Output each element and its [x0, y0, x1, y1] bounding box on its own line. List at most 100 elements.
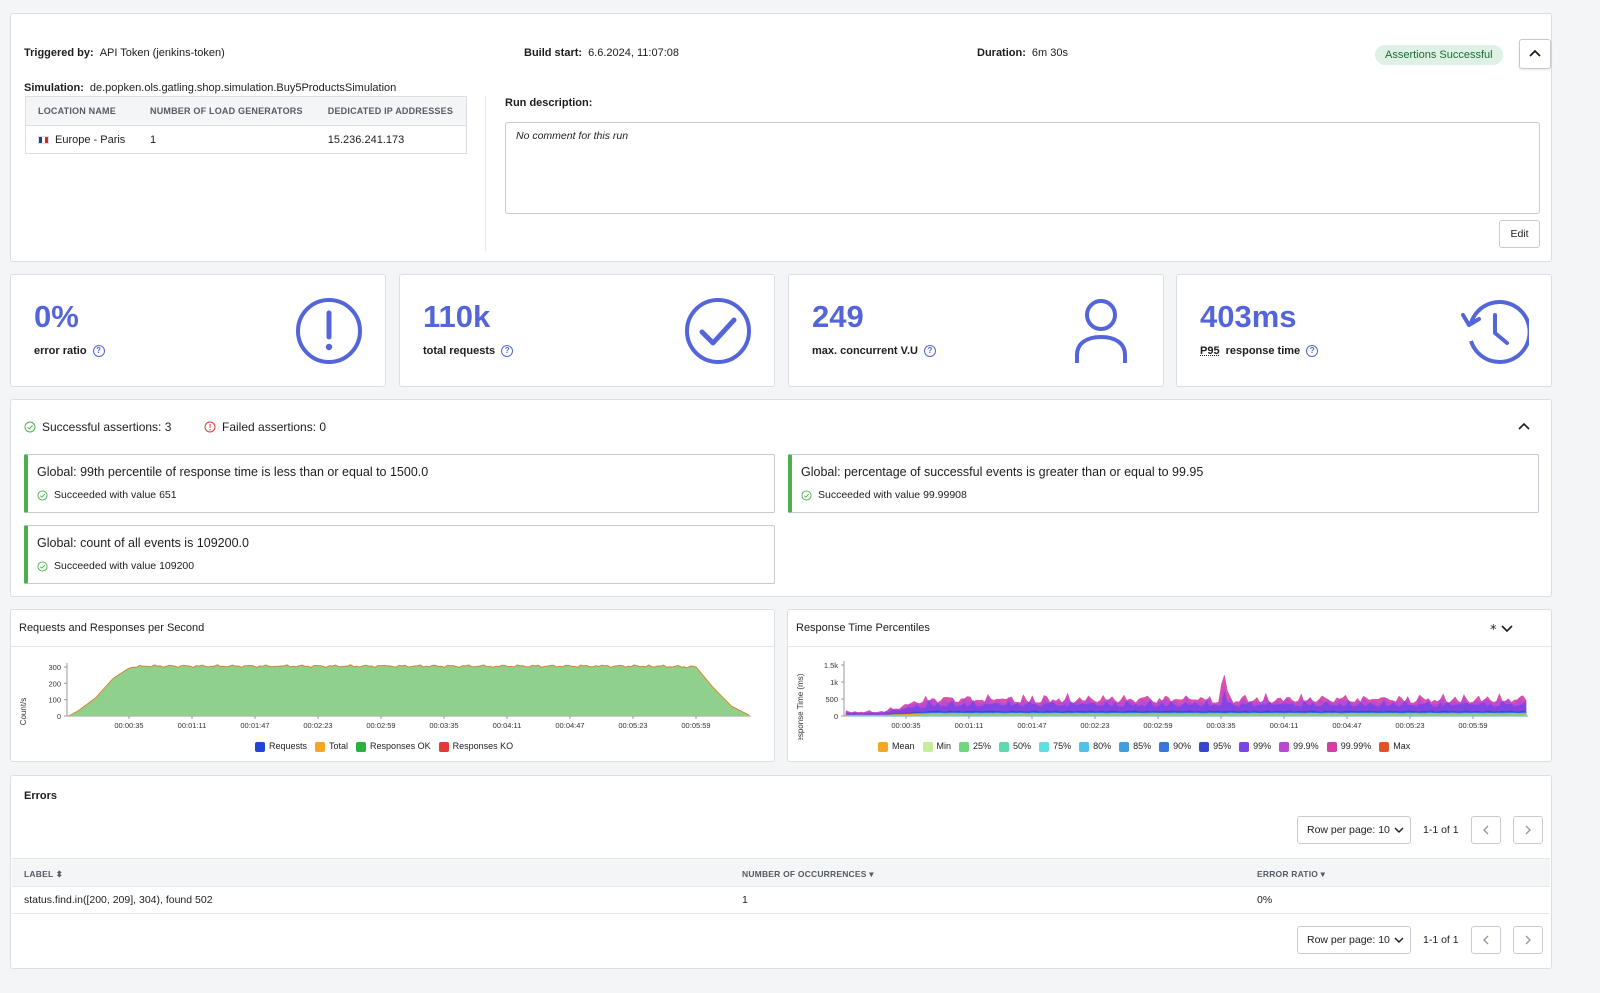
- y-axis-label: Count/s: [19, 698, 28, 726]
- simulation-value: de.popken.ols.gatling.shop.simulation.Bu…: [89, 82, 397, 94]
- x-tick-label: 00:01:47: [240, 721, 269, 730]
- legend-item[interactable]: 25%: [959, 741, 991, 752]
- legend-item[interactable]: Mean: [878, 741, 915, 752]
- error-ratio: 0%: [1257, 894, 1273, 906]
- build-start: Build start: 6.6.2024, 11:07:08: [524, 47, 679, 59]
- next-page-button[interactable]: [1512, 926, 1543, 954]
- triggered-by-value: API Token (jenkins-token): [99, 47, 225, 59]
- legend-item[interactable]: Responses OK: [356, 741, 431, 752]
- legend-item[interactable]: 85%: [1119, 741, 1151, 752]
- check-circle-icon: [37, 489, 48, 501]
- x-tick-label: 00:03:35: [429, 721, 458, 730]
- chart-legend: Mean Min 25% 50% 75% 80% 85% 90% 95% 99% 99.9% 99.9…: [878, 741, 1410, 752]
- help-icon[interactable]: ?: [501, 345, 514, 357]
- col-location-name: LOCATION NAME: [25, 96, 138, 126]
- chart-legend: Requests Total Responses OK Responses KO: [255, 741, 513, 752]
- legend-item[interactable]: 99.9%: [1279, 741, 1319, 752]
- legend-item[interactable]: 95%: [1199, 741, 1231, 752]
- failed-assertions-summary: Failed assertions: 0: [204, 420, 326, 434]
- y-tick-label: 1k: [830, 678, 838, 687]
- help-icon[interactable]: ?: [1306, 345, 1319, 357]
- assertion-item: Global: percentage of successful events …: [788, 454, 1539, 513]
- y-axis-label: Response Time (ms): [796, 673, 805, 740]
- prev-page-button[interactable]: [1470, 926, 1501, 954]
- history-clock-icon: [1461, 300, 1529, 364]
- x-tick-label: 00:01:11: [955, 721, 984, 730]
- edit-button[interactable]: Edit: [1499, 220, 1540, 248]
- chevron-down-icon: [1394, 937, 1404, 943]
- page-range: 1-1 of 1: [1423, 824, 1459, 836]
- legend-item[interactable]: 99%: [1239, 741, 1271, 752]
- x-tick-label: 00:05:23: [1395, 721, 1424, 730]
- duration: Duration: 6m 30s: [977, 47, 1068, 59]
- rows-per-page-select[interactable]: Row per page: 10: [1297, 816, 1411, 844]
- col-label[interactable]: LABEL ⬍: [24, 869, 64, 879]
- col-error-ratio[interactable]: ERROR RATIO ▾: [1257, 869, 1326, 879]
- x-tick-label: 00:00:35: [114, 721, 143, 730]
- duration-value: 6m 30s: [1031, 47, 1068, 59]
- legend-item[interactable]: 90%: [1159, 741, 1191, 752]
- france-flag-icon: [38, 135, 49, 144]
- triggered-by: Triggered by: API Token (jenkins-token): [24, 47, 225, 59]
- chevron-left-icon: [1482, 935, 1489, 945]
- check-circle-icon: [801, 489, 812, 501]
- legend-item[interactable]: Responses KO: [438, 741, 513, 752]
- help-icon[interactable]: ?: [92, 345, 105, 357]
- errors-title: Errors: [24, 790, 58, 802]
- successful-assertions-summary: Successful assertions: 3: [24, 420, 171, 434]
- chart-title: Response Time Percentiles: [796, 622, 930, 634]
- legend-item[interactable]: 75%: [1039, 741, 1071, 752]
- series-responses-ok-area: [69, 664, 749, 716]
- series-requests-line: [68, 664, 750, 717]
- simulation: Simulation: de.popken.ols.gatling.shop.si…: [24, 82, 397, 94]
- exclamation-circle-icon: [204, 421, 216, 433]
- legend-item[interactable]: Total: [315, 741, 348, 752]
- help-icon[interactable]: ?: [923, 345, 936, 357]
- assertions-card: Successful assertions: 3 Failed assertio…: [10, 399, 1552, 597]
- x-tick-label: 00:04:11: [1270, 721, 1299, 730]
- pagination-bottom: Row per page: 10 1-1 of 1: [1297, 926, 1543, 954]
- response-time-percentiles-chart: Response Time Percentiles * 1.5k 1k 500 0 00…: [787, 609, 1552, 762]
- chevron-right-icon: [1525, 825, 1531, 835]
- chevron-left-icon: [1482, 825, 1489, 835]
- sort-desc-icon: ▾: [869, 869, 874, 879]
- rows-per-page-select[interactable]: Row per page: 10: [1297, 926, 1411, 954]
- next-page-button[interactable]: [1512, 816, 1543, 844]
- requests-chart-plot: 300 200 100 0 00:00:35 00:01:11 00:01:47 00:02:…: [19, 663, 751, 730]
- y-tick-label: 500: [825, 695, 838, 704]
- chevron-up-icon[interactable]: [1517, 420, 1531, 434]
- y-tick-label: 0: [57, 712, 61, 721]
- col-occurrences[interactable]: NUMBER OF OCCURRENCES ▾: [742, 869, 874, 879]
- x-tick-label: 00:05:59: [681, 721, 710, 730]
- kpi-total-requests: 110k total requests?: [399, 274, 775, 387]
- errors-card: Errors Row per page: 10 1-1 of 1 LABEL ⬍…: [10, 775, 1552, 969]
- check-circle-icon: [37, 560, 48, 572]
- divider: [485, 96, 486, 251]
- legend-item[interactable]: Requests: [255, 741, 307, 752]
- ip-address: 15.236.241.173: [315, 125, 467, 154]
- kpi-p95-response-time: 403ms P95 response time?: [1176, 274, 1552, 387]
- legend-item[interactable]: 80%: [1079, 741, 1111, 752]
- generator-count: 1: [138, 125, 316, 154]
- kpi-label: response time: [1225, 345, 1301, 357]
- chevron-down-icon: [1394, 827, 1404, 833]
- legend-item[interactable]: Min: [922, 741, 951, 752]
- prev-page-button[interactable]: [1470, 816, 1501, 844]
- legend-item[interactable]: 50%: [999, 741, 1031, 752]
- kpi-label: max. concurrent V.U: [812, 345, 918, 357]
- legend-item[interactable]: Max: [1379, 741, 1410, 752]
- kpi-max-concurrent-users: 249 max. concurrent V.U?: [788, 274, 1164, 387]
- chevron-up-icon: [1529, 49, 1541, 57]
- assertion-item: Global: 99th percentile of response time…: [24, 454, 775, 513]
- kpi-label: total requests: [423, 345, 496, 357]
- x-tick-label: 00:02:59: [366, 721, 395, 730]
- svg-text:*: *: [1490, 623, 1497, 636]
- kpi-value: 249: [812, 299, 864, 334]
- legend-item[interactable]: 99.99%: [1326, 741, 1371, 752]
- chart-options-dropdown[interactable]: *: [1490, 622, 1516, 636]
- collapse-run-button[interactable]: [1519, 39, 1551, 69]
- requests-responses-chart: Requests and Responses per Second 300 200…: [10, 609, 775, 762]
- run-description-field[interactable]: No comment for this run: [505, 122, 1540, 214]
- percentiles-chart-plot: 1.5k 1k 500 0 00:00:35 00:01:11 00:01:47 00:02:…: [796, 661, 1528, 740]
- errors-table-header: LABEL ⬍ NUMBER OF OCCURRENCES ▾ ERROR RA…: [12, 858, 1550, 887]
